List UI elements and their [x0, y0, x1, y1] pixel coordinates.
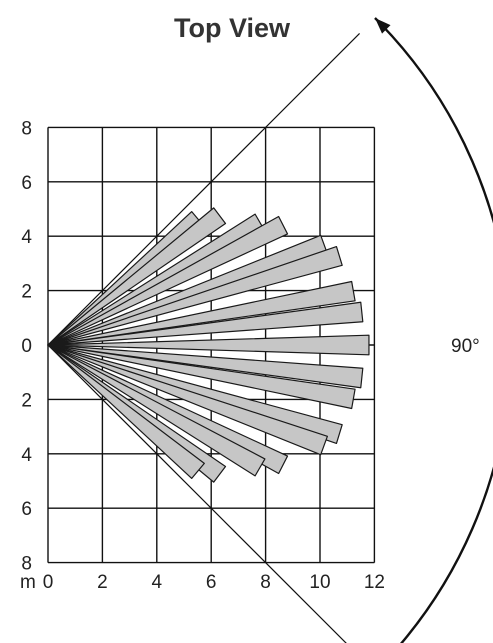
- x-tick-label: 4: [152, 572, 163, 593]
- arc-arrowhead: [374, 18, 391, 34]
- x-tick-label: 8: [260, 572, 271, 593]
- y-tick-label: 4: [21, 445, 32, 466]
- detection-zone: [47, 344, 364, 389]
- y-tick-label: 2: [21, 390, 32, 411]
- detection-zone: [47, 344, 205, 479]
- fov-upper-boundary: [47, 32, 361, 346]
- detection-zone: [47, 334, 370, 356]
- coverage-angle-label: 90°: [451, 336, 480, 357]
- detection-zone: [47, 344, 328, 456]
- y-tick-label: 2: [21, 282, 32, 303]
- detection-zone: [47, 215, 289, 346]
- x-tick-label: 10: [309, 572, 330, 593]
- detection-zones: [47, 207, 370, 483]
- y-tick-label: 8: [21, 554, 32, 575]
- fov-lower-boundary: [47, 344, 347, 643]
- x-tick-label: 6: [206, 572, 217, 593]
- detection-zone: [47, 344, 266, 477]
- detection-zone: [47, 344, 356, 410]
- axis-tick-labels: 0 2 4 6 8 10 12 8 6 4 2 0 2 4 6 8: [21, 118, 385, 593]
- coverage-arc: [374, 17, 493, 643]
- y-tick-label: 0: [21, 336, 32, 357]
- x-tick-label: 0: [43, 572, 54, 593]
- detection-zone: [47, 301, 364, 346]
- coverage-angle-indicator: [374, 17, 493, 643]
- x-tick-label: 2: [97, 572, 108, 593]
- detection-zone: [47, 207, 227, 346]
- diagram-title: Top View: [174, 13, 291, 43]
- y-tick-label: 4: [21, 227, 32, 248]
- detection-zone: [47, 280, 356, 346]
- y-tick-label: 8: [21, 118, 32, 139]
- y-tick-label: 6: [21, 173, 32, 194]
- field-of-view-lines: [47, 32, 361, 643]
- x-tick-label: 12: [364, 572, 385, 593]
- y-tick-label: 6: [21, 499, 32, 520]
- detection-zone: [47, 245, 343, 346]
- unit-label: m: [20, 572, 36, 593]
